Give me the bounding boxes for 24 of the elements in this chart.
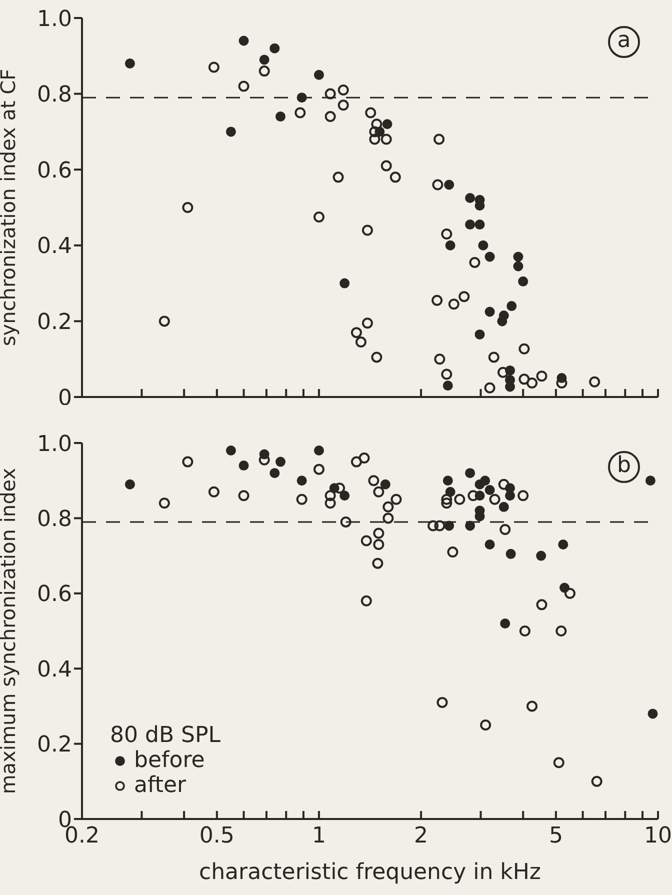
- y-axis-title: maximum synchronization index: [0, 468, 20, 794]
- x-tick-label: 1: [312, 824, 326, 849]
- y-tick-label: 0.8: [37, 82, 72, 108]
- y-tick-label: 0.8: [37, 507, 72, 532]
- legend-label: before: [134, 748, 205, 773]
- annotation: a: [608, 26, 640, 58]
- x-tick-label: 10: [644, 824, 672, 849]
- y-tick-label: 1.0: [37, 6, 72, 32]
- legend-label: after: [134, 773, 186, 798]
- y-axis-title: synchronization index at CF: [0, 68, 20, 346]
- legend-title: 80 dB SPL: [110, 723, 221, 748]
- x-tick-label: 2: [414, 824, 428, 849]
- x-axis-title: characteristic frequency in kHz: [199, 860, 541, 885]
- y-tick-label: 0.6: [37, 582, 72, 608]
- y-tick-label: 0.2: [37, 310, 72, 336]
- x-tick-label: 0.5: [199, 824, 234, 849]
- y-tick-label: 1.0: [37, 432, 72, 457]
- y-tick-label: 0.2: [37, 732, 72, 758]
- y-tick-label: 0.4: [37, 234, 72, 260]
- y-tick-label: 0: [58, 386, 72, 411]
- annotation: b: [608, 451, 640, 483]
- y-tick-label: 0.6: [37, 158, 72, 184]
- x-tick-label: 5: [548, 824, 563, 849]
- y-tick-label: 0.4: [37, 657, 72, 682]
